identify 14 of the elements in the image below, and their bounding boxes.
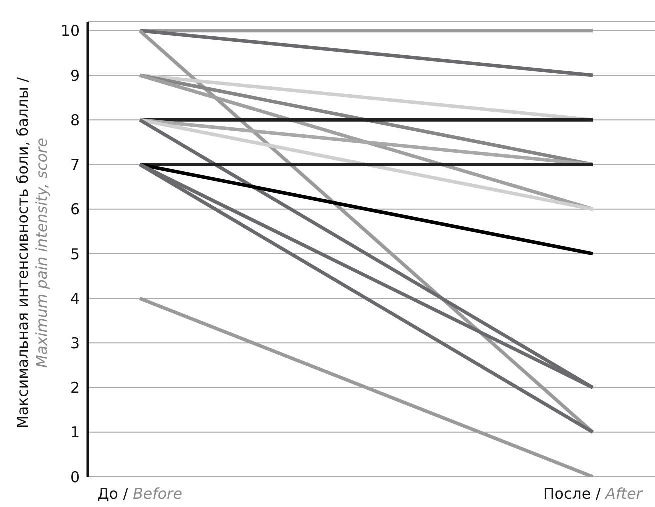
y-tick-label: 10 xyxy=(60,22,80,40)
y-tick-label: 6 xyxy=(70,200,80,219)
x-tick-label: До / Before xyxy=(98,485,182,503)
y-tick-label: 9 xyxy=(70,66,80,85)
y-tick-label: 3 xyxy=(70,334,80,352)
x-tick-label: После / After xyxy=(544,485,644,503)
y-tick-label: 2 xyxy=(70,379,80,398)
y-tick-label: 5 xyxy=(70,245,80,264)
y-tick-label: 7 xyxy=(70,156,80,174)
y-tick-label: 4 xyxy=(70,290,80,308)
y-tick-label: 1 xyxy=(70,424,80,442)
y-tick-label: 0 xyxy=(70,468,80,486)
y-tick-label: 8 xyxy=(70,111,80,130)
y-axis-title: Максимальная интенсивность боли, баллы / Maximum pain intensity, score xyxy=(14,76,51,429)
